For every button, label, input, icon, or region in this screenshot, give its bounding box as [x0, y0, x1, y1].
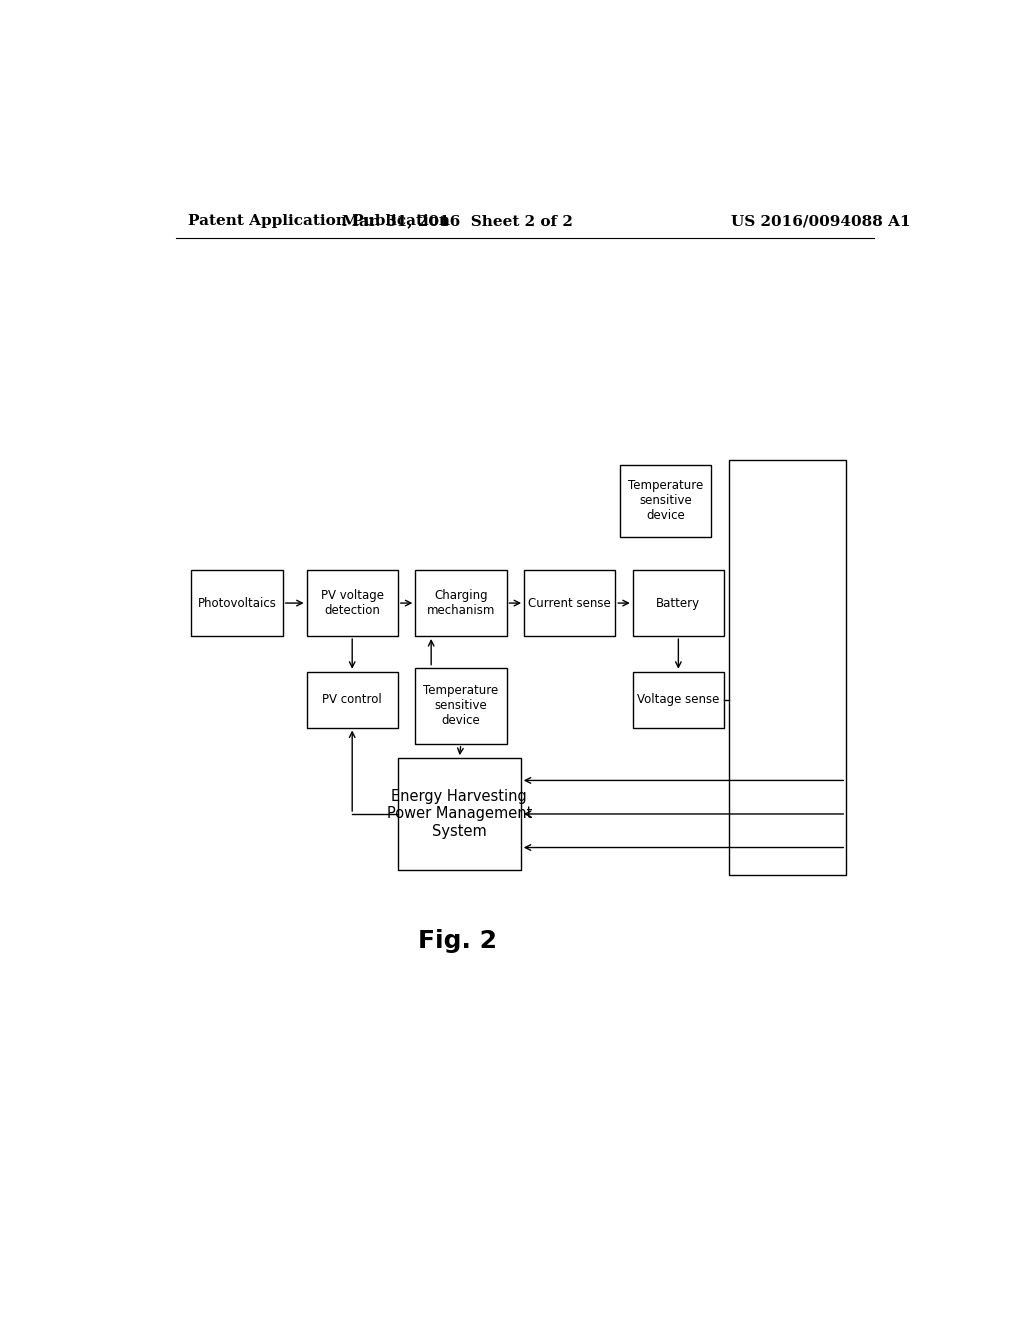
- Text: Temperature
sensitive
device: Temperature sensitive device: [628, 479, 703, 523]
- Text: PV control: PV control: [323, 693, 382, 706]
- Bar: [620, 466, 712, 536]
- Text: Voltage sense: Voltage sense: [637, 693, 720, 706]
- Text: Energy Harvesting
Power Management
System: Energy Harvesting Power Management Syste…: [387, 789, 532, 840]
- Bar: [191, 570, 283, 636]
- Text: Mar. 31, 2016  Sheet 2 of 2: Mar. 31, 2016 Sheet 2 of 2: [342, 214, 572, 228]
- Text: PV voltage
detection: PV voltage detection: [321, 589, 384, 616]
- Bar: [306, 672, 397, 727]
- Bar: [416, 570, 507, 636]
- Bar: [524, 570, 615, 636]
- Text: Battery: Battery: [656, 597, 700, 610]
- Text: Patent Application Publication: Patent Application Publication: [187, 214, 450, 228]
- Text: Fig. 2: Fig. 2: [418, 929, 497, 953]
- Text: Temperature
sensitive
device: Temperature sensitive device: [423, 684, 499, 727]
- Bar: [633, 570, 724, 636]
- Text: Current sense: Current sense: [528, 597, 611, 610]
- Bar: [306, 570, 397, 636]
- Text: US 2016/0094088 A1: US 2016/0094088 A1: [731, 214, 910, 228]
- Bar: [397, 758, 521, 870]
- Bar: [729, 461, 846, 875]
- Bar: [633, 672, 724, 727]
- Text: Charging
mechanism: Charging mechanism: [427, 589, 495, 616]
- Text: Photovoltaics: Photovoltaics: [198, 597, 276, 610]
- Bar: [416, 668, 507, 744]
